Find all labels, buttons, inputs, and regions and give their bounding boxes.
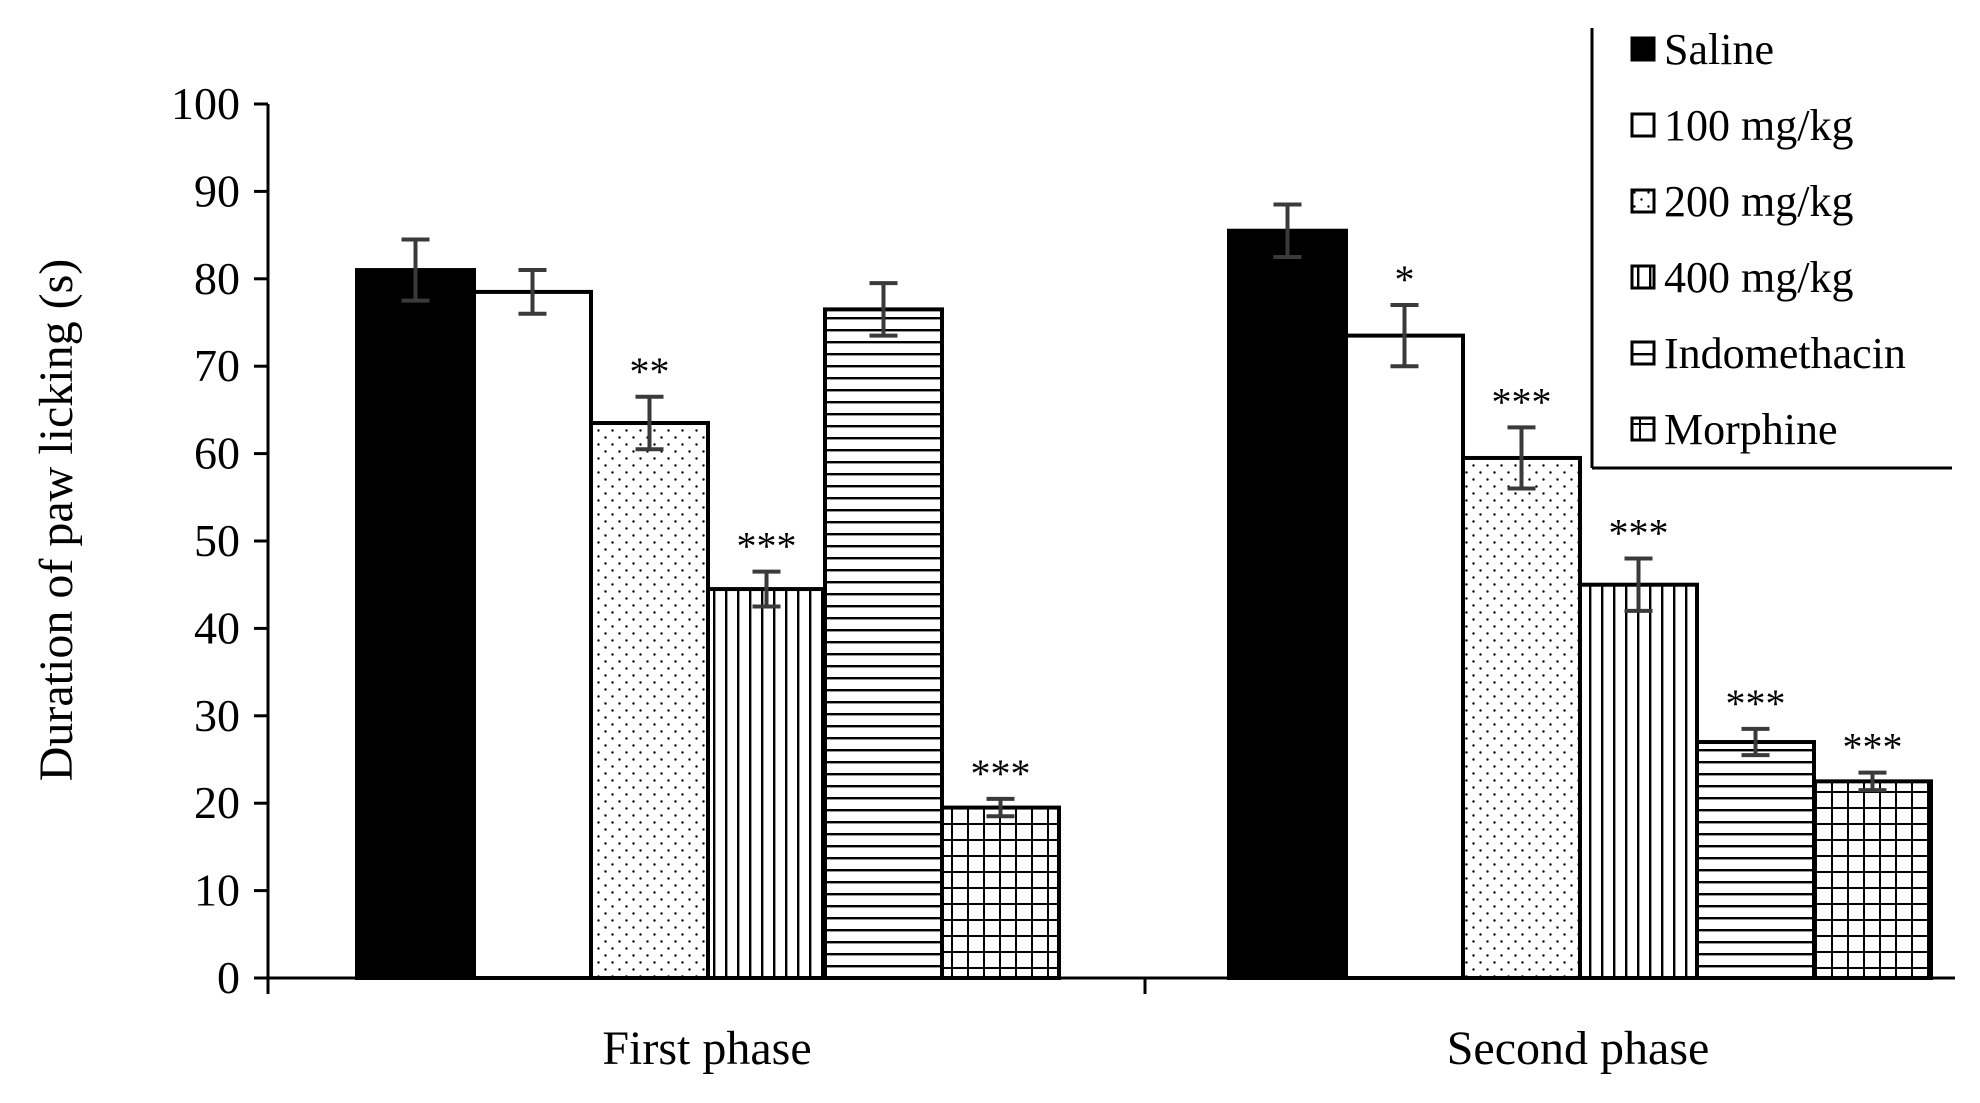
legend-swatch-400-mg-kg [1630,264,1656,290]
legend-label-400-mg-kg: 400 mg/kg [1664,253,1853,302]
bar-200-mg-kg-second-phase [1461,455,1582,981]
legend-swatch-morphine [1630,416,1656,442]
significance-100-mg-kg-second-phase: * [1395,257,1415,302]
y-tick-label-20: 20 [194,777,240,828]
y-tick-label-90: 90 [194,165,240,216]
significance-200-mg-kg-second-phase: *** [1492,379,1552,424]
significance-400-mg-kg-second-phase: *** [1609,510,1669,555]
legend-swatch-200-mg-kg [1630,188,1656,214]
bar-200-mg-kg-first-phase [589,421,710,980]
y-tick-label-10: 10 [194,865,240,916]
y-tick-label-70: 70 [194,340,240,391]
bar-indomethacin-second-phase [1695,740,1816,981]
y-tick-label-50: 50 [194,515,240,566]
y-tick-label-100: 100 [171,78,240,129]
significance-200-mg-kg-first-phase: ** [630,349,670,394]
bar-morphine-first-phase [940,805,1061,980]
axes [258,104,1955,994]
legend-label-200-mg-kg: 200 mg/kg [1664,177,1853,226]
y-tick-label-0: 0 [217,952,240,1003]
bar-400-mg-kg-second-phase [1578,582,1699,980]
y-axis-ticks: 0 10 20 30 40 50 60 70 80 90 100 [171,78,268,1003]
y-tick-label-40: 40 [194,602,240,653]
bar-100-mg-kg-first-phase [472,289,593,981]
legend: Saline 100 mg/kg 200 mg/kg 400 mg/kg Indomet… [1590,25,1952,470]
legend-label-saline: Saline [1664,25,1774,74]
bars: ********* ************ [355,202,1933,981]
legend-label-indomethacin: Indomethacin [1664,329,1906,378]
significance-morphine-first-phase: *** [971,751,1031,796]
significance-400-mg-kg-first-phase: *** [737,524,797,569]
category-label-second-phase: Second phase [1447,1022,1710,1075]
significance-morphine-second-phase: *** [1843,725,1903,770]
legend-label-100-mg-kg: 100 mg/kg [1664,101,1853,150]
bar-indomethacin-first-phase [823,307,944,980]
bar-morphine-second-phase [1812,779,1933,980]
legend-label-morphine: Morphine [1664,405,1838,454]
bar-saline-second-phase [1227,228,1348,981]
legend-swatch-indomethacin [1630,340,1656,366]
y-axis-title: Duration of paw licking (s) [30,259,83,782]
y-tick-label-60: 60 [194,428,240,479]
x-axis-labels: First phase Second phase [602,1022,1709,1075]
bar-100-mg-kg-second-phase [1344,333,1465,980]
y-tick-label-80: 80 [194,253,240,304]
significance-indomethacin-second-phase: *** [1726,681,1786,726]
legend-swatch-100-mg-kg [1630,112,1656,138]
legend-swatch-saline [1630,36,1656,62]
bar-saline-first-phase [355,268,476,980]
category-label-first-phase: First phase [602,1022,811,1075]
y-tick-label-30: 30 [194,690,240,741]
bar-400-mg-kg-first-phase [706,587,827,980]
